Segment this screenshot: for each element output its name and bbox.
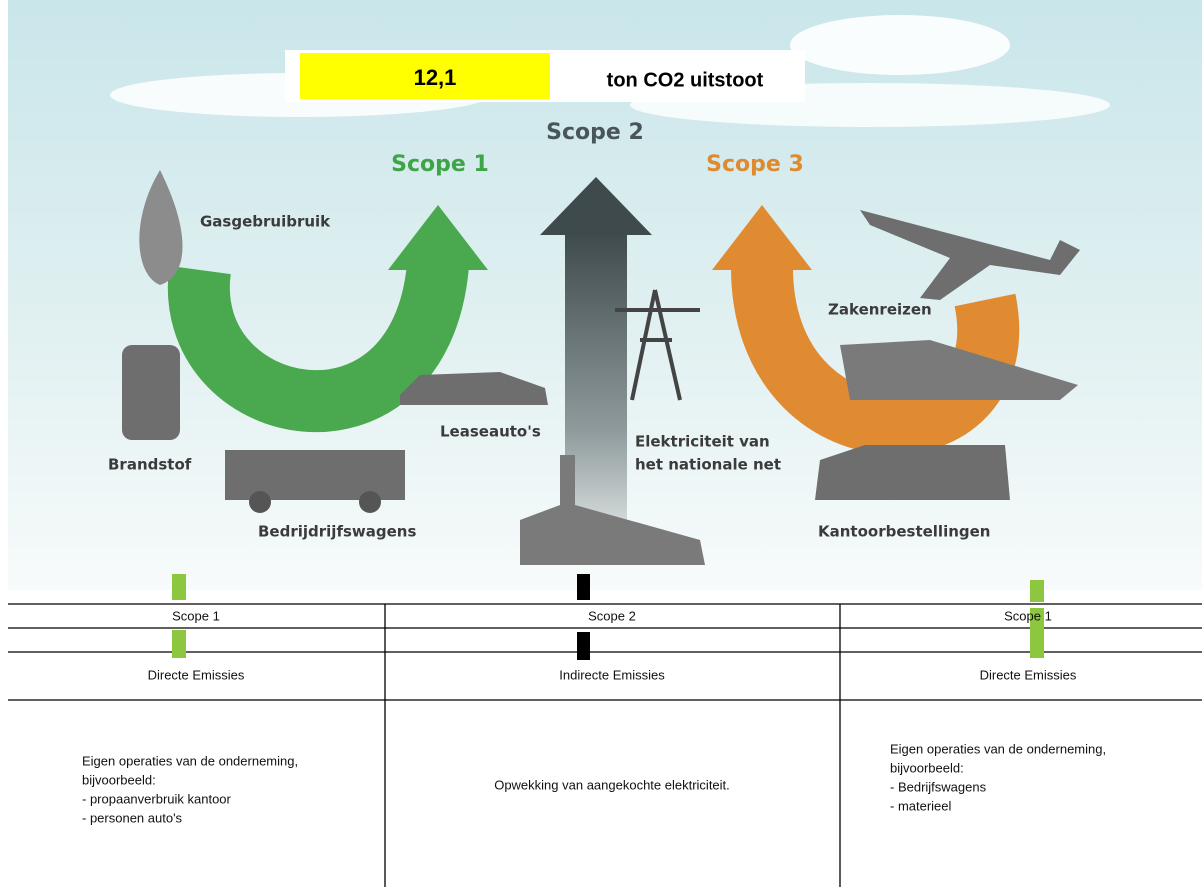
scope2-title: Scope 2 xyxy=(546,120,644,145)
description-line: - propaanverbruik kantoor xyxy=(82,791,232,806)
source-label: Brandstof xyxy=(108,456,192,474)
cloud xyxy=(790,15,1010,75)
emission-type: Directe Emissies xyxy=(980,667,1077,682)
description-line: Eigen operaties van de onderneming, xyxy=(890,741,1106,756)
description-line: Eigen operaties van de onderneming, xyxy=(82,753,298,768)
wheel xyxy=(249,491,271,513)
marker xyxy=(1030,580,1044,602)
description-line: - materieel xyxy=(890,798,952,813)
co2-unit: ton CO2 uitstoot xyxy=(607,69,764,91)
description-line: - Bedrijfswagens xyxy=(890,779,987,794)
emission-type: Indirecte Emissies xyxy=(559,667,665,682)
description-line: bijvoorbeeld: xyxy=(890,760,964,775)
marker xyxy=(577,632,590,660)
wheel xyxy=(359,491,381,513)
description-line: - personen auto's xyxy=(82,810,183,825)
source-label: Gasgebruibruik xyxy=(200,213,331,231)
source-label: Leaseauto's xyxy=(440,423,541,441)
scope1-title: Scope 1 xyxy=(391,152,489,177)
scope-header: Scope 1 xyxy=(172,608,220,623)
scope-header: Scope 1 xyxy=(1004,608,1052,623)
emission-type: Directe Emissies xyxy=(148,667,245,682)
spreadsheet-view: 12,1 ton CO2 uitstoot Scope 1 Scope 2 Sc… xyxy=(0,0,1202,887)
barrel-icon xyxy=(122,345,180,440)
description-line: bijvoorbeeld: xyxy=(82,772,156,787)
description-line: Opwekking van aangekochte elektriciteit. xyxy=(494,777,730,792)
scope3-title: Scope 3 xyxy=(706,152,804,177)
marker xyxy=(577,574,590,600)
infographic: 12,1 ton CO2 uitstoot Scope 1 Scope 2 Sc… xyxy=(0,0,1202,887)
van-icon xyxy=(815,445,1010,500)
marker xyxy=(172,574,186,600)
source-label: Bedrijdrijfswagens xyxy=(258,523,416,541)
source-label: Kantoorbestellingen xyxy=(818,523,990,541)
co2-value: 12,1 xyxy=(414,65,457,90)
scope-header: Scope 2 xyxy=(588,608,636,623)
source-label: het nationale net xyxy=(635,456,781,474)
truck-icon xyxy=(225,450,405,500)
source-label: Elektriciteit van xyxy=(635,433,770,451)
marker xyxy=(172,630,186,658)
source-label: Zakenreizen xyxy=(828,301,932,319)
